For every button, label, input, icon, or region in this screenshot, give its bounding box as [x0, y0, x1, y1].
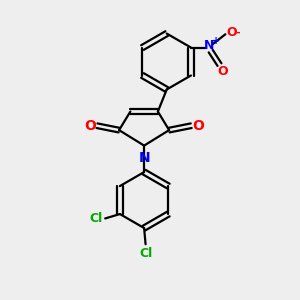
- Text: N: N: [138, 151, 150, 165]
- Text: O: O: [217, 64, 228, 78]
- Text: O: O: [192, 119, 204, 133]
- Text: O: O: [226, 26, 237, 39]
- Text: N: N: [204, 39, 214, 52]
- Text: Cl: Cl: [89, 212, 102, 225]
- Text: Cl: Cl: [139, 247, 152, 260]
- Text: -: -: [236, 28, 240, 38]
- Text: +: +: [212, 36, 220, 46]
- Text: O: O: [85, 119, 97, 133]
